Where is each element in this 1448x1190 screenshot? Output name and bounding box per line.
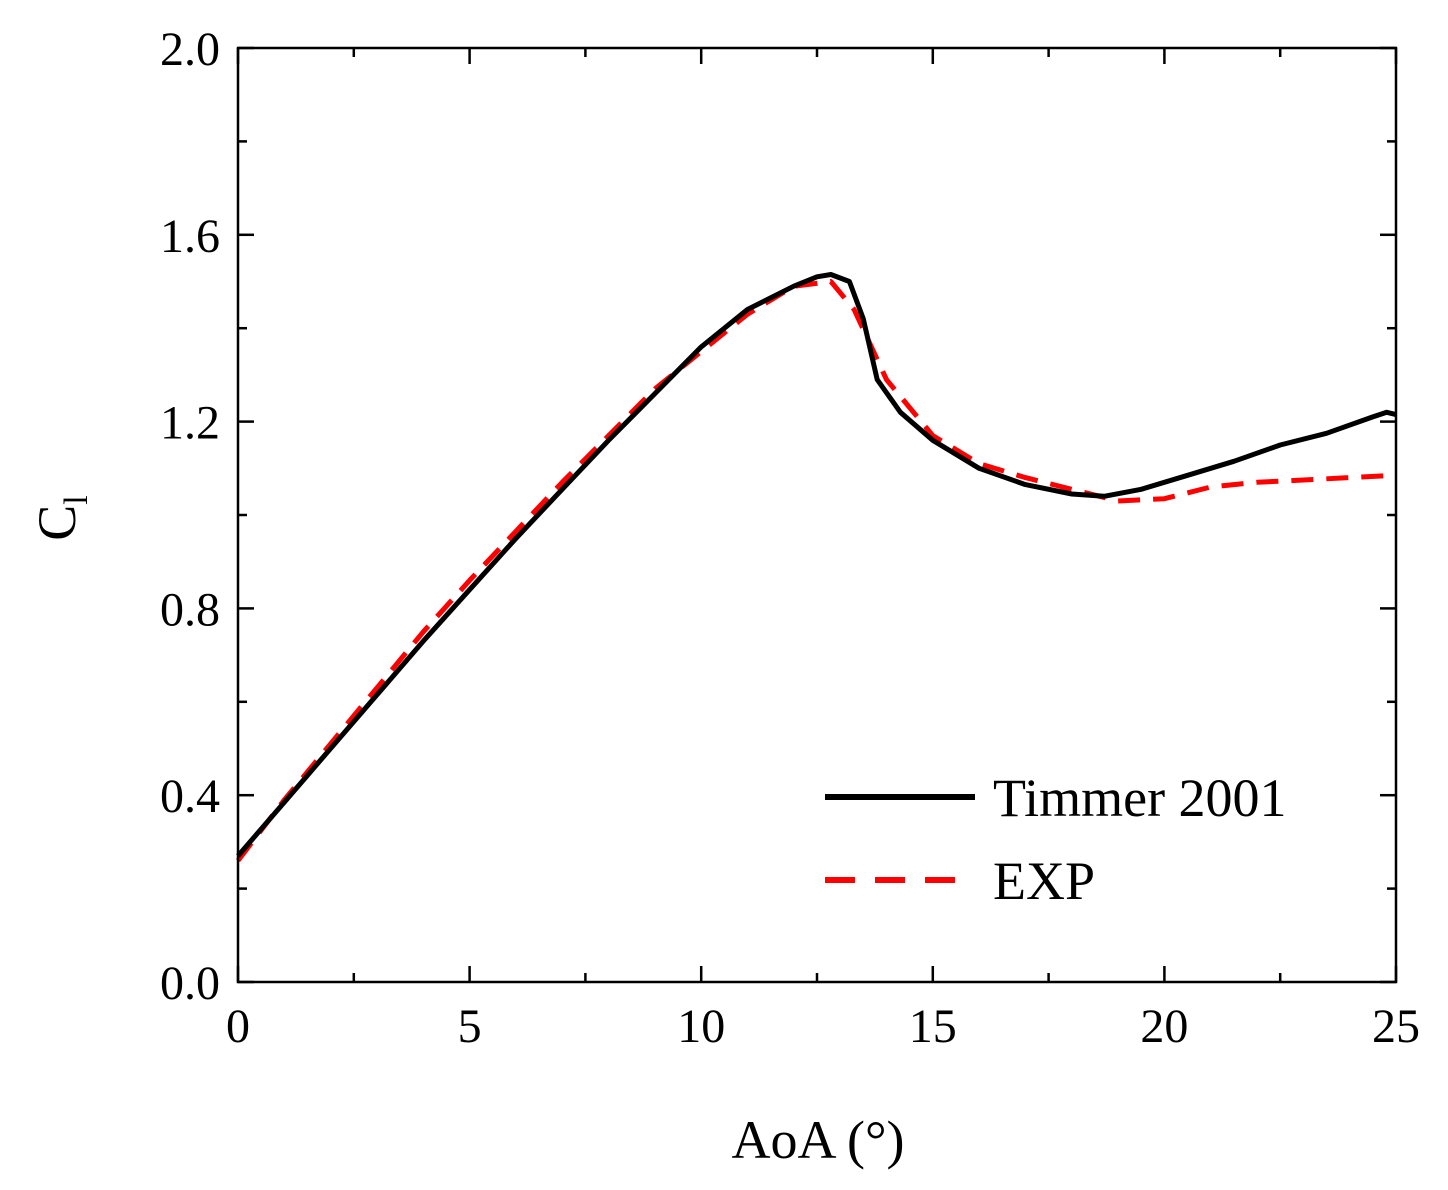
y-tick-label: 1.2 [160, 397, 220, 450]
y-tick-label: 2.0 [160, 23, 220, 76]
series-line-timmer-2001 [236, 272, 1397, 858]
legend-label-exp: EXP [993, 851, 1095, 911]
y-axis-title: Cl [27, 495, 95, 540]
y-axis-title-sub: l [58, 495, 95, 504]
y-axis-title-main: C [27, 505, 87, 541]
x-tick-label: 5 [458, 1000, 482, 1053]
x-tick-label: 20 [1140, 1000, 1188, 1053]
y-tick-label: 0.8 [160, 583, 220, 636]
y-tick-label: 0.0 [160, 957, 220, 1010]
x-axis-title: AoA (°) [731, 1110, 904, 1170]
legend: Timmer 2001 EXP [825, 768, 1287, 911]
series-layer [236, 272, 1397, 863]
plot-frame [236, 46, 1398, 984]
y-tick-label: 1.6 [160, 210, 220, 263]
legend-label-timmer-2001: Timmer 2001 [993, 768, 1287, 828]
y-tick-label: 0.4 [160, 770, 220, 823]
tick-labels: 0 5 10 15 20 25 0.0 0.4 0.8 1.2 1.6 2.0 [160, 23, 1420, 1053]
axis-ticks [236, 46, 1398, 984]
x-tick-label: 10 [677, 1000, 725, 1053]
series-line-exp [236, 279, 1397, 863]
x-tick-label: 15 [909, 1000, 957, 1053]
x-tick-label: 25 [1372, 1000, 1420, 1053]
x-tick-label: 0 [226, 1000, 250, 1053]
